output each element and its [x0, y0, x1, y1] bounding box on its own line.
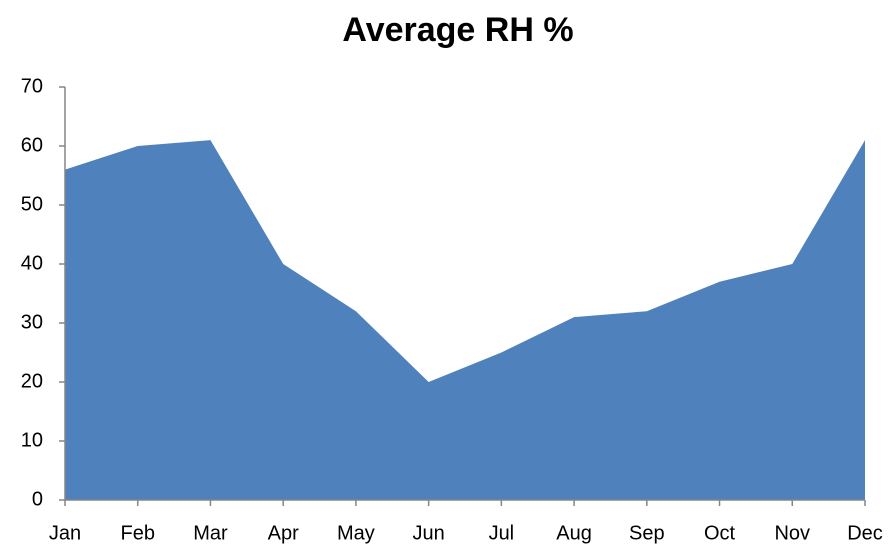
y-tick-label: 50 [21, 193, 43, 215]
y-tick-label: 10 [21, 429, 43, 451]
x-tick-label: Dec [847, 522, 883, 544]
y-tick-label: 40 [21, 252, 43, 274]
x-tick-label: Jul [489, 522, 515, 544]
x-tick-label: Apr [268, 522, 299, 544]
x-tick-label: Jun [413, 522, 445, 544]
y-tick-label: 0 [32, 488, 43, 510]
area [65, 140, 865, 500]
y-tick-label: 60 [21, 134, 43, 156]
x-tick-label: Jan [49, 522, 81, 544]
y-tick-label: 20 [21, 370, 43, 392]
y-tick-label: 70 [21, 75, 43, 97]
y-tick-label: 30 [21, 311, 43, 333]
x-tick-label: Mar [193, 522, 228, 544]
x-tick-label: Feb [120, 522, 154, 544]
chart-title: Average RH % [342, 11, 573, 49]
x-tick-label: Aug [556, 522, 592, 544]
x-tick-label: Nov [774, 522, 810, 544]
x-tick-label: May [337, 522, 375, 544]
x-tick-label: Sep [629, 522, 665, 544]
x-tick-label: Oct [704, 522, 736, 544]
